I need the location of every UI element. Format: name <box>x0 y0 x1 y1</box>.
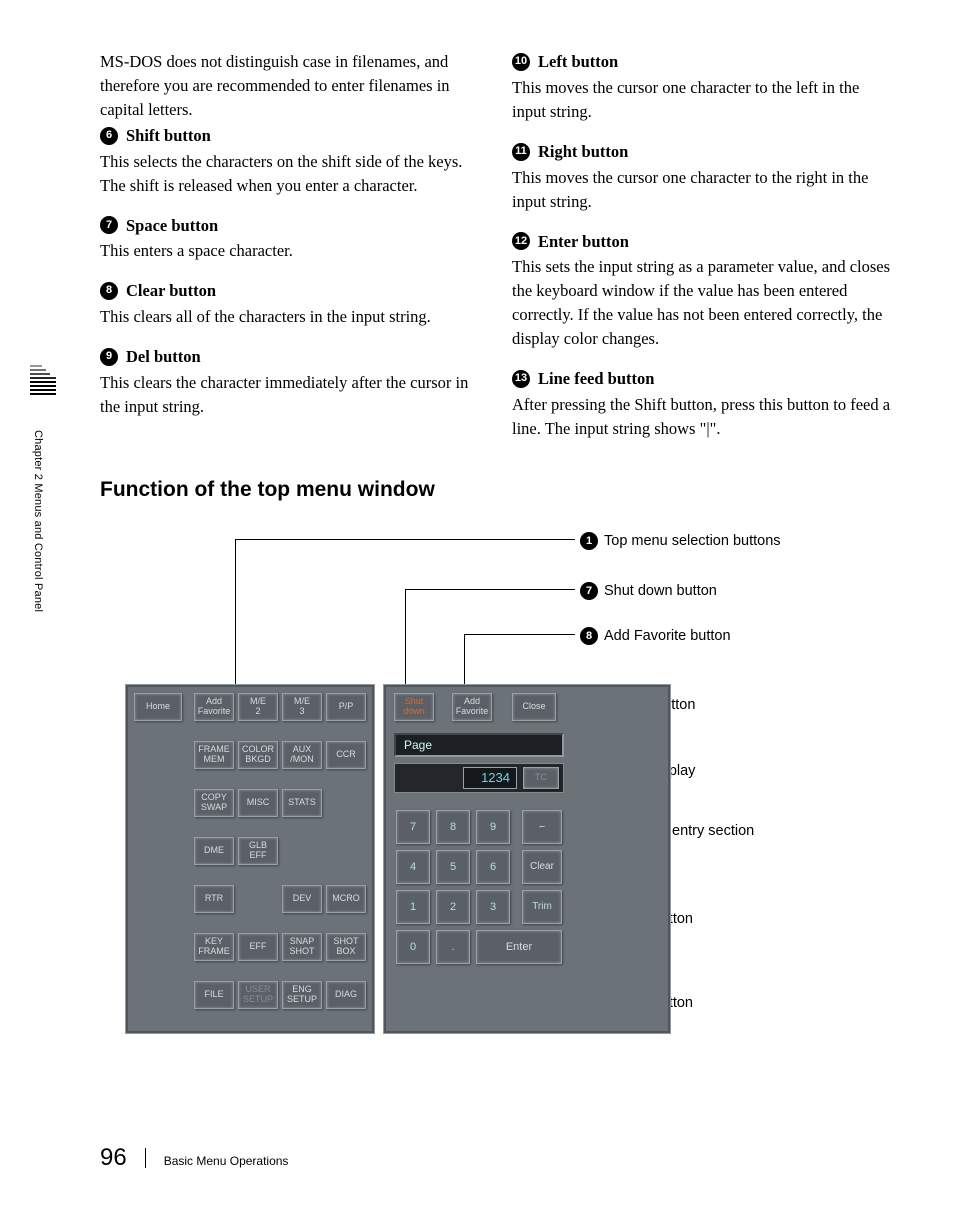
item-title: Left button <box>538 50 618 74</box>
item-title: Line feed button <box>538 367 654 391</box>
item-title: Space button <box>126 214 218 238</box>
footer-title: Basic Menu Operations <box>164 1154 289 1168</box>
key-5[interactable]: 5 <box>436 850 470 884</box>
sidebar-chapter-label: Chapter 2 Menus and Control Panel <box>32 430 44 612</box>
item-body: This moves the cursor one character to t… <box>512 166 894 214</box>
item-number-badge: 11 <box>512 143 530 161</box>
menu-button[interactable]: GLB EFF <box>238 837 278 865</box>
key-dot[interactable]: . <box>436 930 470 964</box>
item-number-badge: 12 <box>512 232 530 250</box>
item-number-badge: 6 <box>100 127 118 145</box>
left-panel: Home Add FavoriteM/E 2M/E 3P/PFRAME MEMC… <box>125 684 375 1034</box>
callout-1: 1Top menu selection buttons <box>580 532 781 550</box>
menu-button[interactable]: USER SETUP <box>238 981 278 1009</box>
page-footer: 96 Basic Menu Operations <box>100 1144 288 1172</box>
intro-paragraph: MS-DOS does not distinguish case in file… <box>100 50 482 122</box>
section-heading: Function of the top menu window <box>100 478 894 502</box>
key-enter[interactable]: Enter <box>476 930 562 964</box>
home-button[interactable]: Home <box>134 693 182 721</box>
item-body: This clears all of the characters in the… <box>100 305 482 329</box>
item-body: This clears the character immediately af… <box>100 371 482 419</box>
item-body: After pressing the Shift button, press t… <box>512 393 894 441</box>
menu-button[interactable]: AUX /MON <box>282 741 322 769</box>
menu-button[interactable]: SNAP SHOT <box>282 933 322 961</box>
menu-button[interactable]: M/E 2 <box>238 693 278 721</box>
menu-button[interactable]: COPY SWAP <box>194 789 234 817</box>
right-panel: Shut down Add Favorite Close Page 1234 T… <box>383 684 671 1034</box>
item-body: This selects the characters on the shift… <box>100 150 482 198</box>
page-label-display: Page <box>394 733 564 757</box>
menu-button[interactable]: EFF <box>238 933 278 961</box>
key-1[interactable]: 1 <box>396 890 430 924</box>
menu-diagram: 1Top menu selection buttons 7Shut down b… <box>105 524 865 1054</box>
menu-button[interactable]: COLOR BKGD <box>238 741 278 769</box>
item-number-badge: 8 <box>100 282 118 300</box>
menu-button[interactable]: ENG SETUP <box>282 981 322 1009</box>
key-3[interactable]: 3 <box>476 890 510 924</box>
menu-button[interactable]: KEY FRAME <box>194 933 234 961</box>
menu-button[interactable]: DIAG <box>326 981 366 1009</box>
menu-button[interactable]: Add Favorite <box>194 693 234 721</box>
menu-button[interactable]: MISC <box>238 789 278 817</box>
item-title: Del button <box>126 345 201 369</box>
item-title: Clear button <box>126 279 216 303</box>
sidebar-decoration <box>30 365 56 395</box>
close-button[interactable]: Close <box>512 693 556 721</box>
key-8[interactable]: 8 <box>436 810 470 844</box>
menu-button[interactable]: CCR <box>326 741 366 769</box>
page-value-display: 1234 <box>463 767 517 789</box>
item-body: This moves the cursor one character to t… <box>512 76 894 124</box>
key-minus[interactable]: − <box>522 810 562 844</box>
item-number-badge: 13 <box>512 370 530 388</box>
menu-button[interactable]: DEV <box>282 885 322 913</box>
key-2[interactable]: 2 <box>436 890 470 924</box>
key-9[interactable]: 9 <box>476 810 510 844</box>
key-trim[interactable]: Trim <box>522 890 562 924</box>
left-column: MS-DOS does not distinguish case in file… <box>100 50 482 443</box>
item-title: Enter button <box>538 230 629 254</box>
add-favorite-button[interactable]: Add Favorite <box>452 693 492 721</box>
page-number: 96 <box>100 1144 127 1172</box>
right-column: 10Left buttonThis moves the cursor one c… <box>512 50 894 443</box>
menu-button[interactable]: FILE <box>194 981 234 1009</box>
menu-button[interactable]: SHOT BOX <box>326 933 366 961</box>
item-title: Shift button <box>126 124 211 148</box>
menu-button[interactable]: FRAME MEM <box>194 741 234 769</box>
item-body: This enters a space character. <box>100 239 482 263</box>
menu-button[interactable]: MCRO <box>326 885 366 913</box>
menu-button[interactable]: DME <box>194 837 234 865</box>
callout-7: 7Shut down button <box>580 582 717 600</box>
item-body: This sets the input string as a paramete… <box>512 255 894 351</box>
item-number-badge: 9 <box>100 348 118 366</box>
key-6[interactable]: 6 <box>476 850 510 884</box>
key-4[interactable]: 4 <box>396 850 430 884</box>
key-clear[interactable]: Clear <box>522 850 562 884</box>
menu-button[interactable]: P/P <box>326 693 366 721</box>
item-number-badge: 10 <box>512 53 530 71</box>
menu-button[interactable]: STATS <box>282 789 322 817</box>
key-0[interactable]: 0 <box>396 930 430 964</box>
item-number-badge: 7 <box>100 216 118 234</box>
tc-button[interactable]: TC <box>523 767 559 789</box>
item-title: Right button <box>538 140 628 164</box>
menu-button[interactable]: RTR <box>194 885 234 913</box>
key-7[interactable]: 7 <box>396 810 430 844</box>
menu-button[interactable]: M/E 3 <box>282 693 322 721</box>
shutdown-button[interactable]: Shut down <box>394 693 434 721</box>
callout-8: 8Add Favorite button <box>580 627 731 645</box>
